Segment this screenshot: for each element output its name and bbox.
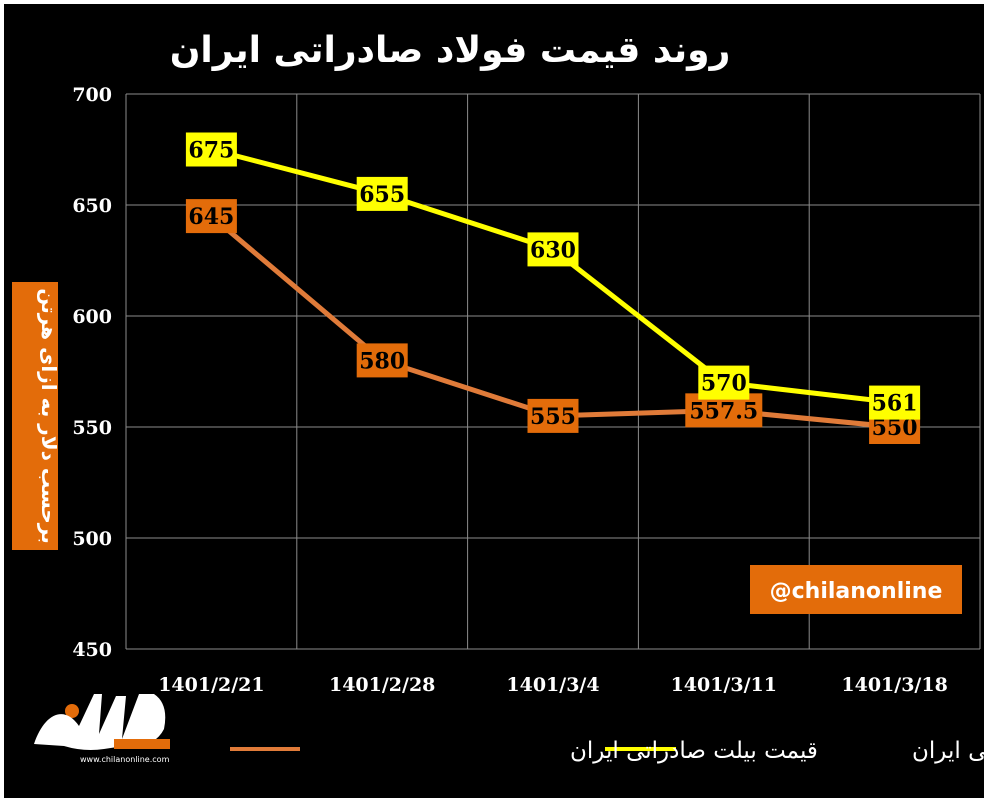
data-label-text: 645	[188, 204, 234, 230]
y-tick-label: 550	[72, 417, 112, 439]
data-label-text: 555	[530, 404, 576, 430]
legend-label-billet: قیمت بیلت صادراتی ایران	[570, 738, 818, 764]
chart-svg: روند قیمت فولاد صادراتی ایران 450 500 550 6…	[12, 30, 984, 764]
chilan-logo: www.chilanonline.com	[34, 694, 170, 764]
y-tick-label: 700	[72, 84, 112, 106]
logo-dot	[65, 704, 79, 718]
chart-title: روند قیمت فولاد صادراتی ایران	[170, 30, 731, 71]
data-label-text: 557.5	[689, 398, 758, 424]
data-label: 655	[356, 176, 408, 211]
data-label: 630	[527, 232, 579, 267]
data-label-box	[698, 365, 750, 400]
data-label: 570	[698, 365, 750, 400]
data-label-text: 580	[359, 348, 405, 374]
watermark-box: @chilanonline	[750, 565, 962, 614]
y-tick-label: 500	[72, 528, 112, 550]
data-label-text: 561	[872, 391, 918, 417]
y-tick-label: 650	[72, 195, 112, 217]
legend-label-slab: قیمت اسلب صادراتی ایران	[912, 738, 984, 764]
data-label: 580	[356, 343, 408, 378]
y-tick-label: 600	[72, 306, 112, 328]
data-label-text: 630	[530, 237, 576, 263]
data-label-box	[356, 176, 408, 211]
y-axis-label: برحسب دلار به ازای هرتن	[37, 288, 61, 543]
data-label: 645	[185, 199, 237, 234]
data-label-box	[356, 343, 408, 378]
x-tick-label: 1401/2/21	[158, 674, 264, 696]
legend: قیمت اسلب صادراتی ایران قیمت بیلت صادرات…	[230, 738, 984, 764]
y-axis-label-box: برحسب دلار به ازای هرتن	[12, 282, 61, 550]
y-tick-labels: 450 500 550 600 650 700	[72, 84, 112, 661]
x-tick-labels: 1401/2/21 1401/2/28 1401/3/4 1401/3/11 1401/…	[158, 674, 948, 696]
x-tick-label: 1401/3/11	[671, 674, 777, 696]
series-line-slab	[210, 147, 895, 406]
x-tick-label: 1401/2/28	[329, 674, 435, 696]
data-label-box	[527, 398, 579, 433]
chart-frame: روند قیمت فولاد صادراتی ایران 450 500 550 6…	[4, 4, 984, 798]
data-label-text: 570	[701, 371, 747, 397]
data-label-text: 675	[188, 138, 234, 164]
data-label: 561	[869, 385, 921, 420]
grid-layer	[125, 93, 981, 650]
x-tick-label: 1401/3/18	[841, 674, 947, 696]
y-tick-label: 450	[72, 639, 112, 661]
watermark-text: @chilanonline	[770, 579, 943, 604]
data-label-box	[185, 199, 237, 234]
series-layer	[209, 147, 895, 430]
logo-url: www.chilanonline.com	[80, 755, 170, 764]
data-label: 675	[185, 132, 237, 167]
x-tick-label: 1401/3/4	[506, 674, 599, 696]
data-label-box	[869, 385, 921, 420]
data-label: 555	[527, 398, 579, 433]
data-label-box	[527, 232, 579, 267]
data-label-text: 655	[359, 182, 405, 208]
data-label-box	[185, 132, 237, 167]
logo-glyph	[34, 694, 166, 750]
